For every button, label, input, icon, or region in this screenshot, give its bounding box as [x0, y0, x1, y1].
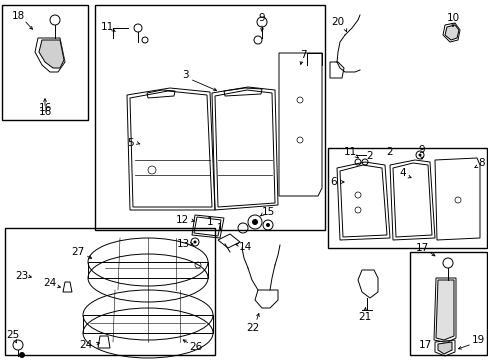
Text: 16: 16: [38, 103, 52, 113]
Text: 23: 23: [15, 271, 29, 281]
Polygon shape: [435, 280, 453, 340]
Bar: [327, 148, 486, 248]
Text: 16: 16: [38, 107, 52, 117]
Text: 9: 9: [418, 145, 425, 155]
Text: 17: 17: [414, 243, 428, 253]
Text: 9: 9: [258, 13, 265, 23]
Circle shape: [19, 352, 25, 358]
Text: 11: 11: [100, 22, 113, 32]
Text: 10: 10: [446, 13, 459, 23]
Bar: [95, 5, 325, 230]
Text: 1: 1: [216, 223, 223, 233]
Polygon shape: [437, 342, 451, 354]
Text: 7: 7: [299, 50, 305, 60]
Text: 19: 19: [470, 335, 484, 345]
Bar: [5, 228, 215, 355]
Text: 11: 11: [343, 147, 356, 157]
Circle shape: [418, 153, 421, 157]
Circle shape: [265, 223, 269, 227]
Text: 3: 3: [182, 70, 188, 80]
Text: 26: 26: [189, 342, 202, 352]
Text: 14: 14: [238, 242, 251, 252]
Text: 1: 1: [206, 217, 213, 227]
Circle shape: [251, 219, 258, 225]
Text: 24: 24: [43, 278, 57, 288]
Polygon shape: [435, 280, 453, 340]
Text: 12: 12: [175, 215, 188, 225]
Text: 2: 2: [386, 147, 392, 157]
Text: 13: 13: [176, 239, 189, 249]
Text: 20: 20: [331, 17, 344, 27]
Text: 5: 5: [127, 138, 134, 148]
Text: 15: 15: [261, 207, 274, 217]
Text: 24: 24: [79, 340, 92, 350]
Text: 17: 17: [418, 340, 431, 350]
Text: 25: 25: [6, 330, 20, 340]
Text: 6: 6: [330, 177, 337, 187]
Text: 8: 8: [478, 158, 484, 168]
Text: 27: 27: [71, 247, 84, 257]
Circle shape: [193, 240, 196, 243]
Text: 2: 2: [366, 151, 372, 161]
Polygon shape: [39, 40, 64, 68]
Text: 22: 22: [246, 323, 259, 333]
Bar: [2, 5, 88, 120]
Text: 18: 18: [11, 11, 24, 21]
Text: 21: 21: [358, 312, 371, 322]
Bar: [409, 252, 486, 355]
Polygon shape: [444, 25, 458, 40]
Text: 4: 4: [399, 168, 406, 178]
Polygon shape: [39, 40, 64, 68]
Polygon shape: [437, 342, 451, 354]
Polygon shape: [444, 25, 458, 40]
